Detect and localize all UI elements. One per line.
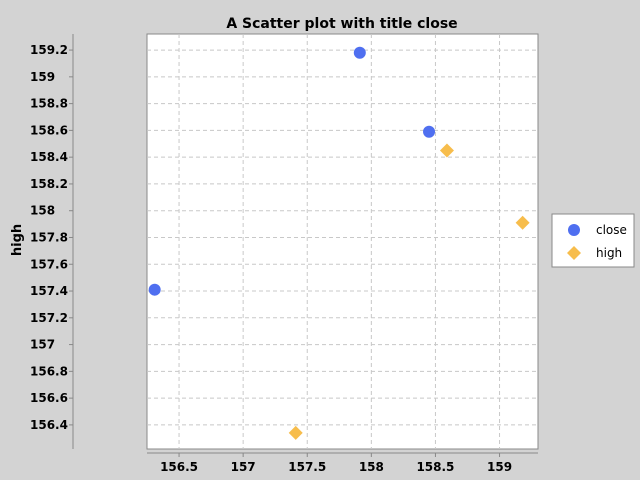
- y-tick-label: 157.8: [30, 230, 68, 244]
- x-tick-label: 157: [231, 460, 256, 474]
- point-high: [515, 215, 530, 230]
- point-high: [439, 143, 454, 158]
- point-close: [353, 46, 366, 59]
- legend-box: [551, 213, 635, 268]
- y-tick-label: 157.6: [30, 257, 68, 271]
- data-points: [148, 46, 530, 440]
- y-tick-label: 159.2: [30, 43, 68, 57]
- legend-marker-close: [568, 224, 580, 236]
- point-close: [423, 125, 436, 138]
- y-tick-label: 158.6: [30, 123, 68, 137]
- y-tick-label: 159: [30, 70, 55, 84]
- legend: close high: [551, 213, 635, 268]
- y-tick-label: 156.4: [30, 418, 68, 432]
- y-tick-label: 158.4: [30, 150, 68, 164]
- point-high: [288, 425, 303, 440]
- x-tick-label: 157.5: [288, 460, 326, 474]
- y-axis-title: high: [10, 224, 25, 256]
- grid-lines: [147, 34, 538, 449]
- y-tick-label: 158: [30, 204, 55, 218]
- y-tick-label: 156.6: [30, 391, 68, 405]
- chart-title: A Scatter plot with title close: [226, 16, 457, 32]
- y-axis: 156.4 156.6 156.8 157 157.2 157.4 157.6 157.8 15…: [30, 34, 74, 449]
- y-tick-label: 157.2: [30, 311, 68, 325]
- legend-label-high: high: [596, 246, 622, 260]
- point-close: [148, 283, 161, 296]
- y-tick-label: 157: [30, 338, 55, 352]
- y-tick-label: 156.8: [30, 364, 68, 378]
- legend-marker-high: [567, 246, 581, 260]
- y-tick-label: 158.8: [30, 97, 68, 111]
- plot-area: [146, 33, 539, 450]
- y-tick-label: 157.4: [30, 284, 68, 298]
- x-tick-label: 159: [487, 460, 512, 474]
- legend-label-close: close: [596, 223, 627, 237]
- y-tick-label: 158.2: [30, 177, 68, 191]
- x-axis: 156.5 157 157.5 158 158.5 159: [147, 452, 538, 474]
- x-tick-label: 158.5: [416, 460, 454, 474]
- x-tick-label: 158: [359, 460, 384, 474]
- x-tick-label: 156.5: [160, 460, 198, 474]
